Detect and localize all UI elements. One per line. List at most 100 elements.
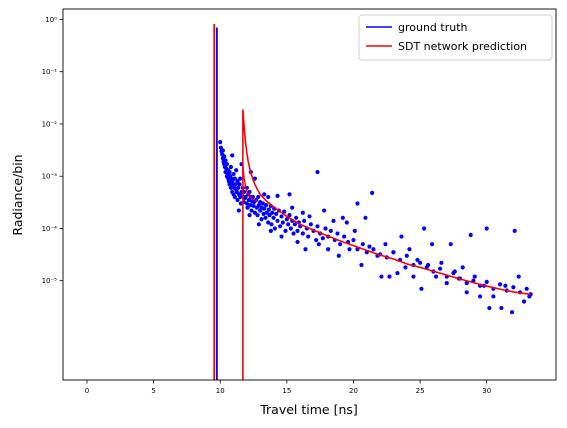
ground-truth-point bbox=[335, 231, 340, 236]
ground-truth-point bbox=[383, 242, 388, 247]
ground-truth-point bbox=[509, 310, 515, 315]
ground-truth-point bbox=[279, 214, 284, 219]
ground-truth-point bbox=[468, 232, 473, 238]
ground-truth-point bbox=[294, 215, 299, 220]
ground-truth-point bbox=[340, 215, 345, 220]
x-axis: 0 5 10 15 20 25 30 bbox=[85, 380, 491, 395]
ground-truth-point bbox=[415, 257, 420, 263]
ground-truth-point bbox=[233, 182, 238, 187]
ground-truth-point bbox=[448, 242, 453, 247]
ground-truth-point bbox=[429, 242, 435, 247]
ground-truth-point bbox=[287, 192, 292, 197]
ground-truth-point bbox=[224, 162, 229, 167]
ground-truth-point bbox=[227, 182, 232, 187]
ground-truth-point bbox=[283, 228, 288, 233]
legend-label-ground-truth: ground truth bbox=[398, 21, 468, 34]
ground-truth-point bbox=[491, 294, 496, 299]
x-tick-label: 10 bbox=[216, 387, 225, 395]
ground-truth-point bbox=[452, 269, 457, 274]
ground-truth-point bbox=[269, 222, 274, 227]
ground-truth-point bbox=[290, 205, 295, 210]
ground-truth-point bbox=[237, 182, 242, 187]
ground-truth-point bbox=[262, 192, 267, 197]
ground-truth-point bbox=[279, 234, 284, 239]
ground-truth-point bbox=[511, 285, 516, 290]
ground-truth-point bbox=[433, 274, 439, 279]
ground-truth-point bbox=[263, 215, 268, 220]
ground-truth-point bbox=[359, 262, 364, 268]
ground-truth-point bbox=[271, 215, 276, 220]
ground-truth-point bbox=[227, 169, 232, 175]
prediction-curve-lower-branch bbox=[242, 165, 258, 202]
ground-truth-point bbox=[234, 168, 239, 173]
ground-truth-point bbox=[256, 194, 261, 200]
ground-truth-point bbox=[421, 226, 427, 231]
ground-truth-point bbox=[256, 222, 261, 227]
y-tick-label: 10⁻⁵ bbox=[42, 277, 58, 285]
ground-truth-point bbox=[249, 208, 254, 213]
ground-truth-point bbox=[262, 206, 267, 211]
ground-truth-point bbox=[220, 148, 225, 153]
ground-truth-point bbox=[284, 217, 289, 222]
ground-truth-point bbox=[222, 154, 227, 159]
ground-truth-point bbox=[338, 242, 343, 247]
ground-truth-point bbox=[236, 208, 241, 213]
ground-truth-point bbox=[228, 185, 233, 190]
x-tick-label: 15 bbox=[282, 387, 291, 395]
ground-truth-point bbox=[521, 299, 527, 304]
y-axis: 10⁻⁵ 10⁻⁴ 10⁻³ 10⁻² 10⁻¹ 10⁰ bbox=[42, 16, 63, 285]
x-tick-label: 30 bbox=[482, 387, 491, 395]
ground-truth-point bbox=[336, 253, 341, 258]
ground-truth-point bbox=[302, 218, 307, 223]
ground-truth-point bbox=[272, 226, 277, 231]
ground-truth-point bbox=[524, 286, 529, 291]
ground-truth-point bbox=[395, 270, 400, 276]
ground-truth-point bbox=[512, 228, 517, 233]
ground-truth-point bbox=[300, 210, 305, 215]
ground-truth-point bbox=[411, 274, 416, 279]
ground-truth-point bbox=[280, 220, 285, 225]
ground-truth-point bbox=[295, 228, 300, 233]
ground-truth-point bbox=[352, 228, 357, 233]
ground-truth-point bbox=[403, 265, 408, 270]
plot-frame bbox=[62, 8, 557, 381]
ground-truth-point bbox=[232, 176, 237, 181]
ground-truth-point bbox=[259, 217, 264, 222]
ground-truth-point bbox=[306, 234, 311, 239]
ground-truth-point bbox=[425, 262, 431, 268]
ground-truth-point bbox=[282, 209, 287, 214]
x-tick-label: 20 bbox=[349, 387, 358, 395]
ground-truth-point bbox=[344, 220, 349, 225]
ground-truth-point bbox=[244, 201, 249, 206]
ground-truth-point bbox=[286, 222, 291, 227]
ground-truth-point bbox=[223, 158, 228, 163]
ground-truth-point bbox=[439, 260, 444, 265]
ground-truth-point bbox=[218, 139, 223, 145]
ground-truth-point bbox=[275, 218, 280, 223]
ground-truth-point bbox=[288, 226, 293, 231]
ground-truth-point bbox=[360, 242, 365, 247]
ground-truth-point bbox=[437, 266, 443, 271]
ground-truth-point bbox=[399, 234, 404, 239]
ground-truth-point bbox=[307, 214, 312, 219]
ground-truth-point bbox=[320, 236, 325, 241]
y-tick-label: 10⁻³ bbox=[42, 173, 58, 181]
ground-truth-point bbox=[303, 247, 308, 252]
ground-truth-point bbox=[255, 213, 260, 218]
x-tick-label: 0 bbox=[85, 387, 89, 395]
ground-truth-point bbox=[499, 305, 504, 311]
ground-truth-point bbox=[295, 239, 300, 245]
ground-truth-point bbox=[315, 169, 320, 175]
ground-truth-point bbox=[232, 194, 237, 200]
ground-truth-point bbox=[230, 153, 235, 158]
ground-truth-point bbox=[264, 202, 269, 208]
ground-truth-point bbox=[292, 222, 297, 227]
ground-truth-point bbox=[278, 224, 283, 229]
ground-truth-point bbox=[247, 213, 252, 218]
legend-box bbox=[358, 14, 553, 61]
ground-truth-point bbox=[236, 185, 241, 190]
legend-label-sdt-prediction: SDT network prediction bbox=[398, 40, 527, 53]
ground-truth-point bbox=[484, 279, 489, 284]
ground-truth-point bbox=[314, 237, 319, 243]
